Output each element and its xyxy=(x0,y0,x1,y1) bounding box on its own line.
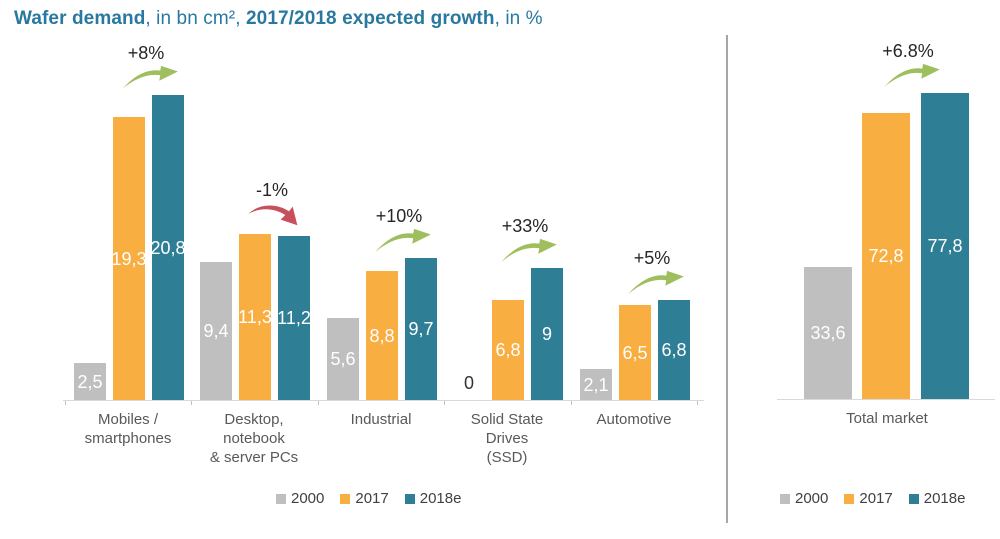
legend-swatch-2017 xyxy=(340,493,351,504)
legend-item-2018e: 2018e xyxy=(404,490,462,507)
bar-value-label: 6,5 xyxy=(622,343,648,363)
title-segment: Wafer demand xyxy=(14,8,146,29)
legend-swatch-2017 xyxy=(844,493,855,504)
legend-label: 2000 xyxy=(795,490,829,507)
category-label: Total market xyxy=(846,410,928,427)
bar-2017 xyxy=(862,113,910,399)
growth-label: -1% xyxy=(255,180,288,200)
axis-tick xyxy=(65,401,66,405)
legend-item-2000: 2000 xyxy=(780,491,828,506)
chart-title: Wafer demand, in bn cm², 2017/2018 expec… xyxy=(14,8,543,30)
legend-swatch-2018e xyxy=(908,493,919,504)
title-segment: 2017/2018 expected growth xyxy=(245,8,495,29)
bar-2000 xyxy=(200,262,232,400)
legend-item-2017: 2017 xyxy=(340,490,389,507)
growth-label: +33% xyxy=(501,216,549,236)
legend-label: 2018e xyxy=(419,490,462,507)
bar-value-label: 11,3 xyxy=(238,307,272,327)
bar-2017 xyxy=(239,234,271,400)
bar-value-label: 20,8 xyxy=(150,238,186,258)
legend-label: 2000 xyxy=(291,490,325,507)
axis-tick xyxy=(697,401,698,405)
growth-arrow-up-icon xyxy=(119,65,181,91)
bar-value-label: 9,7 xyxy=(408,319,434,339)
legend-right: 2000 2017 2018e xyxy=(780,491,981,506)
axis-tick xyxy=(444,401,445,405)
bar-2000 xyxy=(74,363,106,400)
growth-label: +10% xyxy=(375,206,423,226)
axis-tick xyxy=(191,401,192,405)
axis-tick xyxy=(571,401,572,405)
bar-2017 xyxy=(366,271,398,400)
bar-2018e xyxy=(531,268,563,400)
bar-2017 xyxy=(619,305,651,400)
bar-2018e xyxy=(152,95,184,400)
growth-label: +8% xyxy=(127,43,165,63)
growth-arrow-up-icon xyxy=(372,228,434,254)
legend-item-2000: 2000 xyxy=(276,491,324,506)
legend-swatch-2000 xyxy=(276,493,286,504)
axis-tick xyxy=(318,401,319,405)
bar-value-label: 2,5 xyxy=(77,372,103,392)
bar-value-label: 19,3 xyxy=(111,249,147,269)
bar-value-label: 33,6 xyxy=(810,323,846,343)
bar-2017 xyxy=(113,117,145,400)
bar-2000 xyxy=(804,267,852,399)
bar-2018e xyxy=(658,300,690,400)
category-label: Solid State Drives (SSD) xyxy=(470,411,544,466)
legend-label: 2017 xyxy=(355,490,389,507)
growth-label: +6.8% xyxy=(882,41,934,61)
bar-value-label: 2,1 xyxy=(583,375,609,395)
bar-value-label: 8,8 xyxy=(369,326,395,346)
bar-2017 xyxy=(492,300,524,400)
category-label: Automotive xyxy=(596,411,672,428)
category-label: Industrial xyxy=(350,411,412,428)
title-segment: , in % xyxy=(494,8,543,29)
bar-2018e xyxy=(278,236,310,400)
growth-arrow-up-icon xyxy=(881,63,943,89)
bar-2000 xyxy=(327,318,359,400)
bar-value-label: 9 xyxy=(541,324,552,344)
legend-item-2017: 2017 xyxy=(844,490,893,507)
bar-value-label: 77,8 xyxy=(927,236,963,256)
bar-2000 xyxy=(580,369,612,400)
bar-2018e xyxy=(405,258,437,400)
x-axis xyxy=(777,399,995,400)
legend-swatch-2018e xyxy=(404,493,415,504)
bar-value-label: 6,8 xyxy=(661,340,687,360)
category-label: Desktop, notebook & server PCs xyxy=(209,411,299,466)
bar-value-label: 11,2 xyxy=(277,308,311,328)
growth-arrow-up-icon xyxy=(498,238,560,264)
zero-value-label: 0 xyxy=(463,373,474,393)
divider-line xyxy=(726,35,728,523)
x-axis xyxy=(63,400,704,401)
bar-value-label: 9,4 xyxy=(203,321,229,341)
title-segment: , in bn cm², xyxy=(145,8,246,29)
bar-2018e xyxy=(921,93,969,399)
bar-value-label: 5,6 xyxy=(330,349,356,369)
growth-arrow-up-icon xyxy=(625,270,687,296)
bar-value-label: 72,8 xyxy=(868,246,904,266)
growth-arrow-down-icon xyxy=(245,202,307,228)
legend-left: 2000 2017 2018e xyxy=(276,491,477,506)
category-label: Mobiles / smartphones xyxy=(84,411,172,447)
growth-label: +5% xyxy=(633,248,671,268)
bar-value-label: 6,8 xyxy=(495,340,521,360)
legend-swatch-2000 xyxy=(780,493,790,504)
legend-item-2018e: 2018e xyxy=(908,490,966,507)
legend-label: 2017 xyxy=(859,490,893,507)
legend-label: 2018e xyxy=(923,490,966,507)
